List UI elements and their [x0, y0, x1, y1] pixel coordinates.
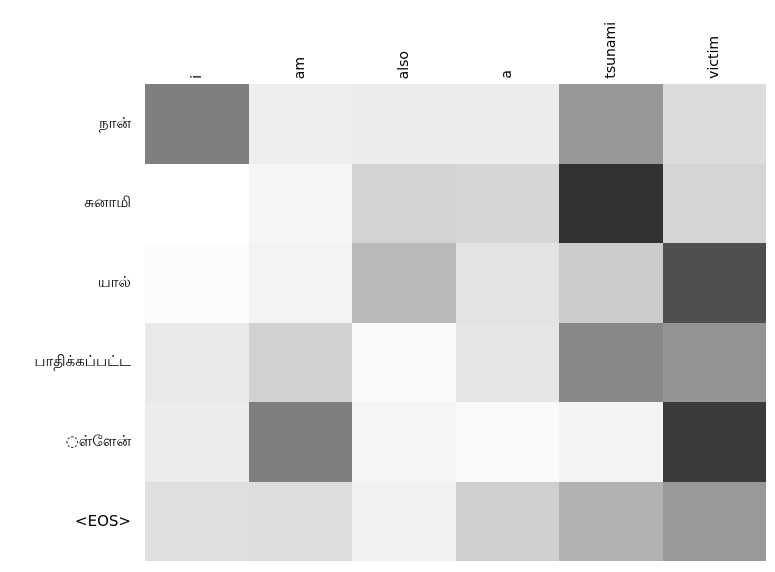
heatmap-cell [352, 322, 456, 402]
column-label-slot: a [456, 0, 560, 82]
heatmap-cell [455, 322, 559, 402]
column-label: tsunami [602, 22, 619, 79]
column-label: am [292, 56, 309, 79]
heatmap-cell [145, 481, 249, 561]
heatmap-cell [248, 481, 352, 561]
column-label-slot: i [145, 0, 249, 82]
column-label: victim [706, 36, 723, 79]
heatmap-cell [145, 322, 249, 402]
heatmap-cell [145, 402, 249, 482]
heatmap-cell [248, 322, 352, 402]
row-labels: நான் சுனாமி யால் பாதிக்கப்பட்ட ◌ள்ளேன் <EOS> [0, 84, 138, 561]
heatmap-cell [145, 84, 249, 164]
heatmap-cell [662, 481, 766, 561]
heatmap-cell [352, 163, 456, 243]
column-label-slot: also [352, 0, 456, 82]
column-label-slot: victim [663, 0, 767, 82]
heatmap-cell [662, 243, 766, 323]
heatmap-cell [455, 481, 559, 561]
column-label: a [499, 70, 516, 79]
heatmap-cell [352, 243, 456, 323]
heatmap-cell [559, 163, 663, 243]
heatmap-cell [248, 243, 352, 323]
heatmap-grid [145, 84, 766, 561]
row-label: யால் [97, 272, 131, 291]
row-label: நான் [98, 113, 131, 132]
heatmap-cell [455, 163, 559, 243]
column-label: i [188, 75, 205, 79]
heatmap-cell [248, 163, 352, 243]
column-label: also [395, 50, 412, 79]
column-labels: i am also a tsunami victim [145, 0, 766, 82]
row-label: <EOS> [75, 512, 131, 531]
heatmap-cell [455, 243, 559, 323]
heatmap-cell [662, 322, 766, 402]
heatmap-cell [455, 402, 559, 482]
column-label-slot: am [249, 0, 353, 82]
column-label-slot: tsunami [559, 0, 663, 82]
heatmap-cell [248, 84, 352, 164]
row-label: பாதிக்கப்பட்ட [34, 352, 131, 371]
heatmap-cell [662, 402, 766, 482]
heatmap-cell [352, 481, 456, 561]
heatmap-cell [455, 84, 559, 164]
heatmap-cell [559, 243, 663, 323]
heatmap-cell [145, 163, 249, 243]
heatmap-cell [559, 402, 663, 482]
heatmap-cell [662, 84, 766, 164]
heatmap-cell [559, 84, 663, 164]
row-label: சுனாமி [84, 193, 131, 212]
heatmap-cell [352, 402, 456, 482]
heatmap-cell [145, 243, 249, 323]
heatmap-cell [559, 322, 663, 402]
heatmap-cell [352, 84, 456, 164]
row-label: ◌ள்ளேன் [65, 431, 131, 450]
heatmap-cell [248, 402, 352, 482]
heatmap-cell [662, 163, 766, 243]
heatmap-cell [559, 481, 663, 561]
